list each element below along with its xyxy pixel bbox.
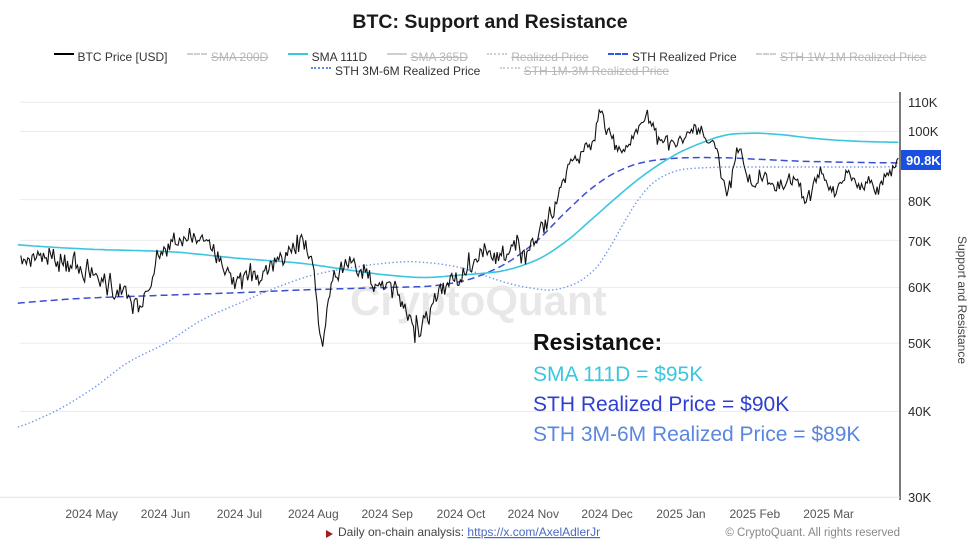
svg-text:50K: 50K [908, 336, 931, 351]
svg-text:CryptoQuant: CryptoQuant [350, 277, 607, 324]
svg-text:30K: 30K [908, 490, 931, 505]
svg-text:70K: 70K [908, 234, 931, 249]
svg-text:100K: 100K [908, 124, 939, 139]
svg-text:2024 Oct: 2024 Oct [437, 507, 486, 521]
svg-text:2024 Sep: 2024 Sep [362, 507, 414, 521]
svg-text:2025 Feb: 2025 Feb [729, 507, 780, 521]
svg-text:90.8K: 90.8K [906, 153, 941, 168]
svg-text:SMA 111D = $95K: SMA 111D = $95K [533, 363, 703, 386]
svg-text:© CryptoQuant. All rights rese: © CryptoQuant. All rights reserved [725, 527, 900, 539]
svg-text:110K: 110K [908, 95, 938, 110]
svg-text:2024 May: 2024 May [65, 507, 118, 521]
svg-text:40K: 40K [908, 404, 931, 419]
svg-text:2024 Jul: 2024 Jul [217, 507, 262, 521]
svg-text:Support and Resistance: Support and Resistance [955, 236, 969, 364]
svg-text:2024 Dec: 2024 Dec [581, 507, 632, 521]
svg-text:2025 Jan: 2025 Jan [656, 507, 705, 521]
svg-text:2024 Aug: 2024 Aug [288, 507, 339, 521]
svg-text:2024 Nov: 2024 Nov [508, 507, 559, 521]
svg-text:Daily on-chain analysis: https: Daily on-chain analysis: https://x.com/A… [338, 525, 600, 539]
svg-text:STH Realized Price = $90K: STH Realized Price = $90K [533, 393, 789, 416]
svg-text:STH 3M-6M Realized Price = $89: STH 3M-6M Realized Price = $89K [533, 423, 860, 446]
svg-text:2024 Jun: 2024 Jun [141, 507, 190, 521]
svg-text:Resistance:: Resistance: [533, 329, 662, 355]
svg-text:60K: 60K [908, 280, 931, 295]
svg-text:2025 Mar: 2025 Mar [803, 507, 854, 521]
svg-text:80K: 80K [908, 194, 931, 209]
